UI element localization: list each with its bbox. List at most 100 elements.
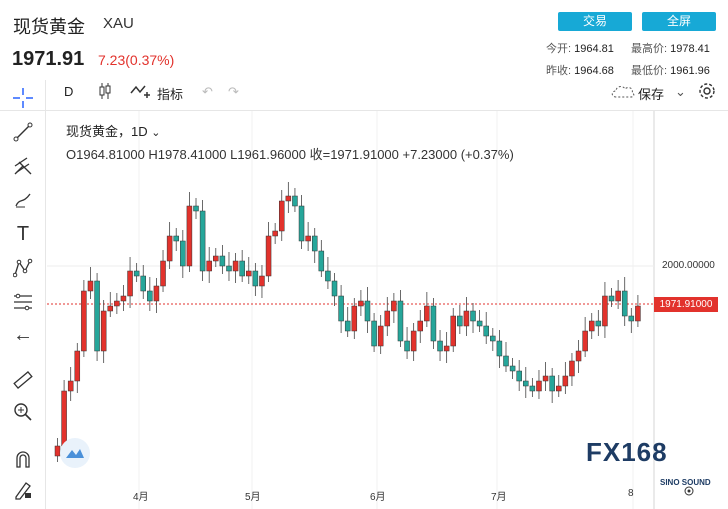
candle-body	[628, 315, 635, 322]
candle-body	[94, 280, 100, 352]
candle-body	[470, 310, 476, 322]
candle-body	[635, 305, 641, 322]
candle-body	[239, 260, 245, 277]
candle-body	[160, 260, 166, 287]
candle-body	[186, 205, 193, 267]
indicators-icon[interactable]	[130, 83, 152, 102]
candle-body	[397, 300, 404, 342]
candlestick-chart[interactable]	[47, 111, 728, 509]
brush-icon[interactable]	[11, 188, 35, 212]
candle-body	[542, 375, 549, 382]
candle-body	[219, 255, 226, 267]
indicators-button[interactable]: 指标	[157, 87, 184, 102]
candle-body	[67, 380, 74, 392]
stat-low: 最低价: 1961.96	[631, 62, 710, 78]
candle-body	[602, 295, 608, 327]
watermark-subtext: SINO SOUND	[660, 478, 711, 487]
candle-body	[278, 200, 285, 232]
candle-body	[272, 230, 278, 237]
candle-body	[417, 320, 424, 332]
fullscreen-button[interactable]: 全屏	[642, 12, 716, 31]
candle-body	[331, 280, 338, 297]
candle-body	[503, 355, 509, 367]
candle-body	[351, 305, 358, 332]
fx168-watermark: FX168	[586, 437, 668, 468]
lock-drawing-icon[interactable]	[11, 478, 35, 502]
candle-body	[213, 255, 219, 262]
settings-gear-icon[interactable]	[698, 82, 716, 103]
redo-icon[interactable]: ↷	[228, 84, 239, 99]
chart-legend-title[interactable]: 现货黄金，1D ⌄	[66, 121, 160, 140]
candle-body	[226, 265, 232, 272]
scroll-to-latest-icon[interactable]	[683, 484, 695, 496]
candle-body	[344, 320, 351, 332]
candle-body	[424, 305, 430, 322]
candle-body	[437, 340, 443, 352]
candle-body	[74, 350, 81, 382]
candle-body	[391, 300, 397, 312]
candle-body	[608, 295, 615, 302]
candle-body	[147, 290, 153, 302]
stat-prev-close-label: 昨收:	[546, 65, 572, 77]
candle-body	[443, 345, 450, 352]
fib-levels-icon[interactable]	[11, 290, 35, 314]
interval-button[interactable]: D	[64, 84, 74, 99]
candle-body	[588, 320, 595, 332]
stat-open-label: 今开:	[546, 43, 572, 55]
stat-open-value: 1964.81	[574, 43, 614, 55]
stat-open: 今开: 1964.81	[546, 40, 614, 56]
stat-low-value: 1961.96	[670, 65, 710, 77]
candle-body	[404, 340, 410, 352]
instrument-title: 现货黄金	[13, 17, 85, 37]
trade-button[interactable]: 交易	[558, 12, 632, 31]
legend-symbol-name: 现货黄金，1D	[66, 124, 148, 139]
candle-body	[193, 205, 199, 212]
pattern-icon[interactable]	[11, 256, 35, 280]
candle-body	[509, 365, 516, 372]
candle-body	[100, 310, 107, 352]
candle-body	[298, 205, 305, 242]
candle-body	[311, 235, 318, 252]
month-label-apr: 4月	[133, 492, 149, 503]
candle-body	[120, 295, 127, 302]
stat-high-label: 最高价:	[631, 43, 668, 55]
month-label-may: 5月	[245, 492, 261, 503]
candle-body	[384, 310, 391, 327]
candle-body	[81, 290, 87, 352]
candle-body	[575, 350, 582, 362]
candle-body	[496, 340, 503, 357]
candle-body	[450, 315, 456, 347]
candle-body	[140, 275, 146, 292]
undo-icon[interactable]: ↶	[202, 84, 213, 99]
candle-body	[265, 235, 272, 277]
save-button[interactable]: 保存	[638, 87, 665, 102]
month-label-aug: 8	[628, 488, 634, 499]
candle-body	[595, 320, 602, 327]
candle-body	[615, 290, 621, 302]
tradingview-logo-icon[interactable]	[60, 438, 90, 468]
pitchfork-icon[interactable]	[11, 154, 35, 178]
candle-body	[364, 300, 371, 322]
cloud-icon[interactable]	[610, 83, 636, 102]
candle-body	[556, 385, 562, 392]
candle-style-icon[interactable]	[98, 82, 112, 103]
month-label-jun: 6月	[370, 492, 386, 503]
chevron-down-icon[interactable]: ⌄	[675, 84, 686, 99]
zoom-in-icon[interactable]	[11, 400, 35, 424]
trend-line-icon[interactable]	[11, 120, 35, 144]
candle-body	[377, 325, 384, 347]
magnet-icon[interactable]	[11, 447, 35, 471]
candle-body	[259, 275, 265, 287]
candle-body	[536, 380, 542, 392]
back-arrow-icon[interactable]: ←	[13, 323, 33, 346]
ruler-icon[interactable]	[11, 368, 35, 392]
crosshair-icon[interactable]	[11, 86, 35, 110]
candle-body	[232, 260, 239, 272]
ohlc-readout: O1964.81000 H1978.41000 L1961.96000 收=19…	[66, 147, 514, 162]
chevron-down-icon[interactable]: ⌄	[151, 127, 161, 139]
candle-body	[318, 250, 325, 272]
stat-low-label: 最低价:	[631, 65, 668, 77]
candle-body	[569, 360, 575, 377]
text-tool-icon[interactable]: T	[16, 222, 30, 245]
